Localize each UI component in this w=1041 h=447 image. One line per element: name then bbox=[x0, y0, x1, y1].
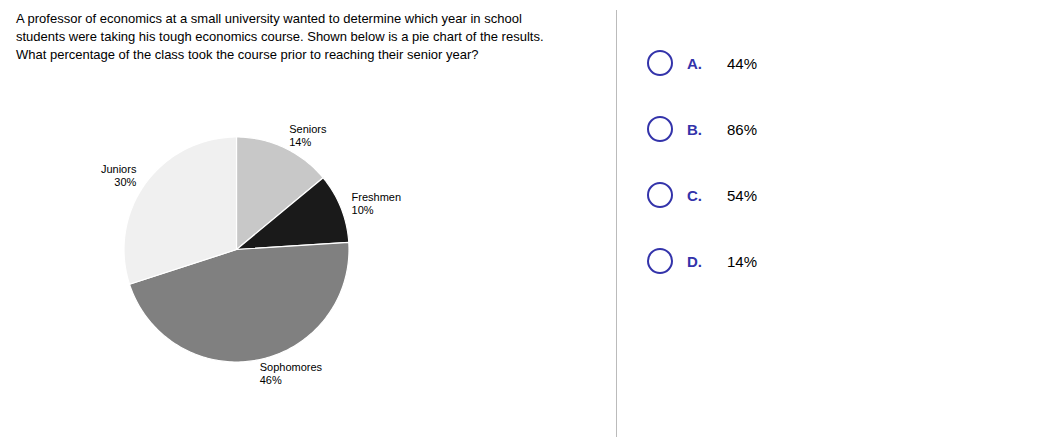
html-text:B.: B. bbox=[687, 120, 702, 138]
html-text:54%: 54% bbox=[727, 186, 757, 204]
html-text:A.: A. bbox=[687, 54, 702, 72]
html-text:14%: 14% bbox=[727, 252, 757, 270]
svg-text:Juniors30%: Juniors30% bbox=[101, 163, 137, 188]
svg-text:Seniors14%: Seniors14% bbox=[289, 123, 327, 148]
html-text:A professor of economics at a: A professor of economics at a small univ… bbox=[16, 11, 544, 63]
html-text:C.: C. bbox=[687, 186, 702, 204]
html-text:86%: 86% bbox=[727, 120, 757, 138]
html-text:D.: D. bbox=[687, 252, 702, 270]
html-text:44%: 44% bbox=[727, 54, 757, 72]
svg-text:Sophomores46%: Sophomores46% bbox=[260, 360, 323, 385]
svg-text:Freshmen10%: Freshmen10% bbox=[352, 190, 402, 215]
